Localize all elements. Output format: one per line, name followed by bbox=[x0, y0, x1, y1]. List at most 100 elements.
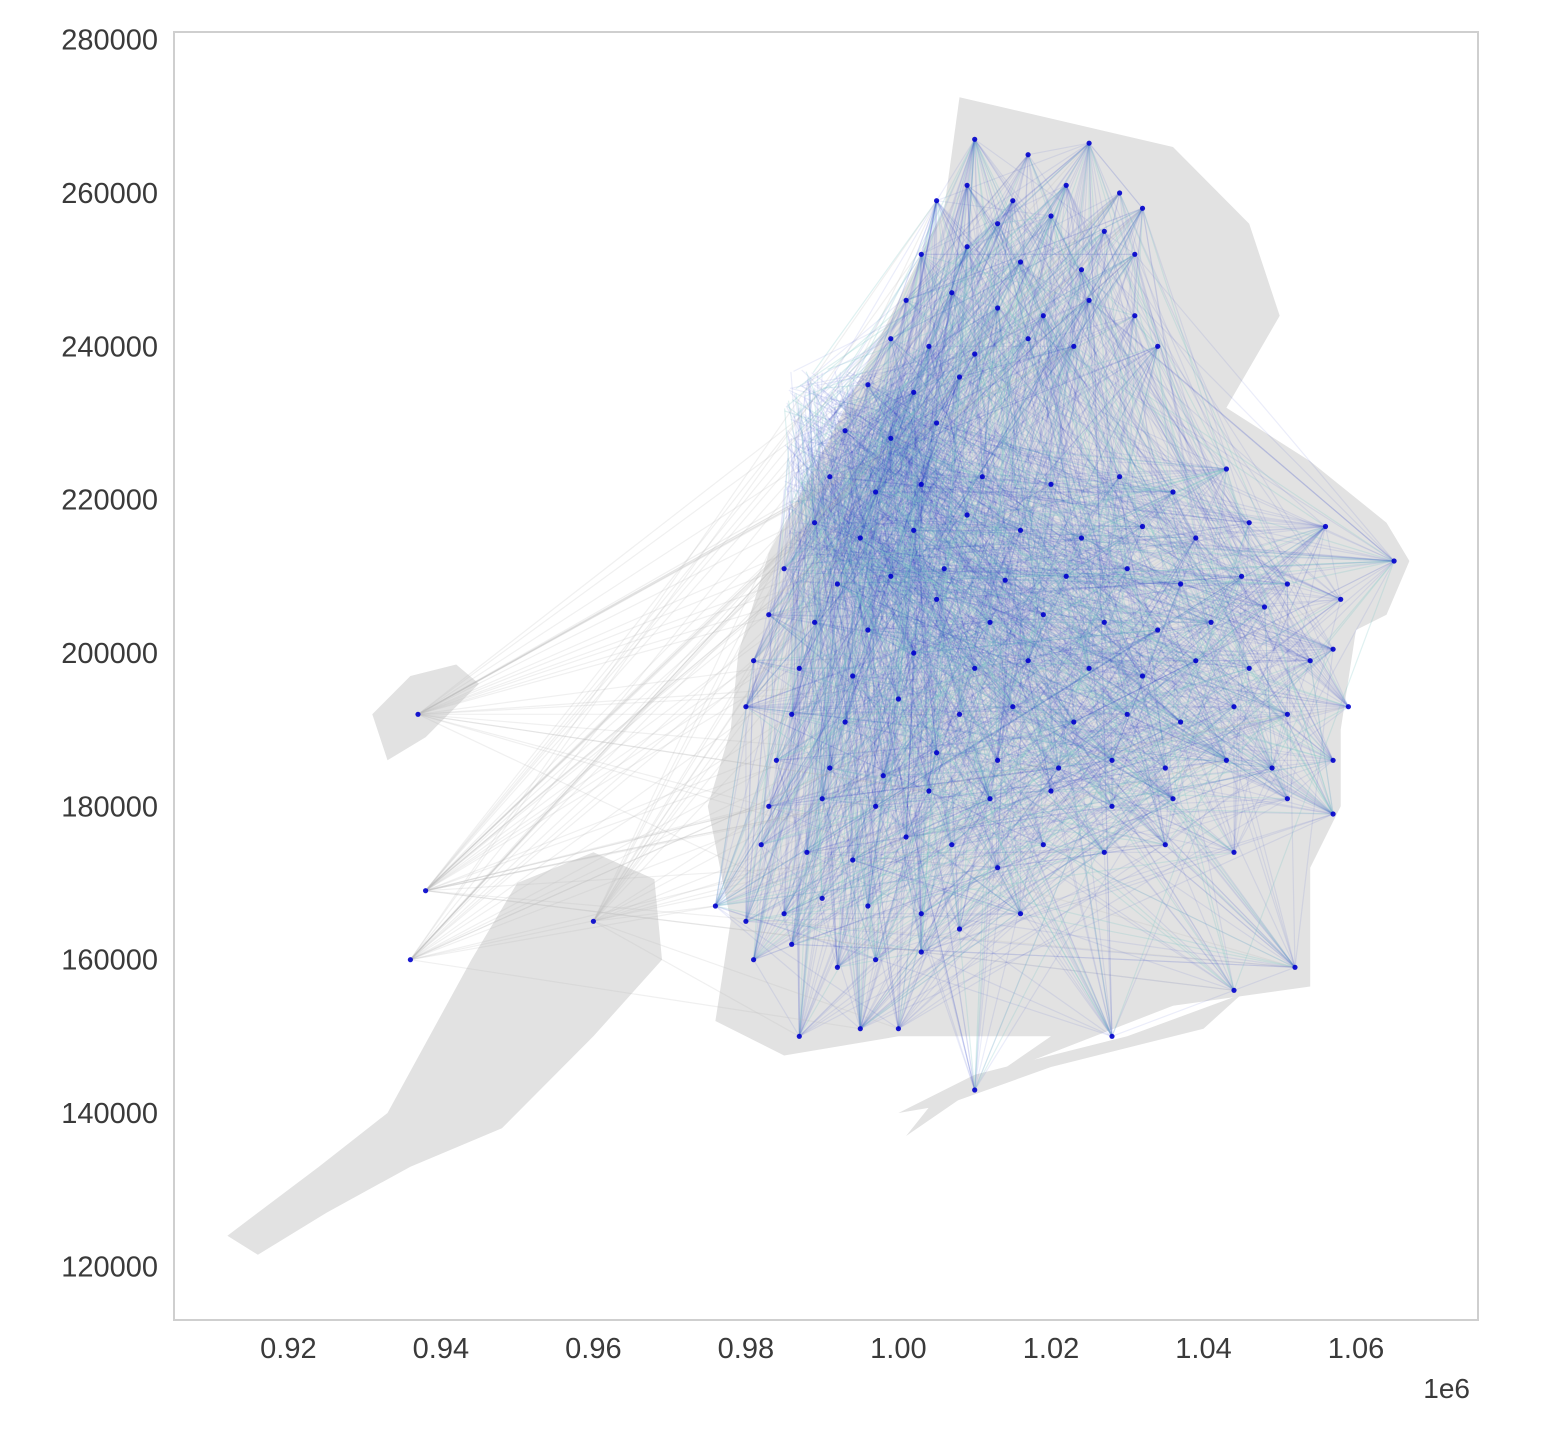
data-point bbox=[812, 620, 817, 625]
data-point bbox=[789, 942, 794, 947]
data-point bbox=[934, 750, 939, 755]
data-point bbox=[972, 137, 977, 142]
y-tick-label: 220000 bbox=[61, 485, 158, 517]
data-point bbox=[904, 298, 909, 303]
data-point bbox=[972, 1087, 977, 1092]
data-point bbox=[911, 650, 916, 655]
data-point bbox=[881, 773, 886, 778]
data-point bbox=[1247, 666, 1252, 671]
data-point bbox=[1041, 842, 1046, 847]
data-point bbox=[759, 842, 764, 847]
data-point bbox=[934, 420, 939, 425]
data-point bbox=[1010, 198, 1015, 203]
data-point bbox=[965, 512, 970, 517]
data-point bbox=[1392, 558, 1397, 563]
x-tick-label: 1.02 bbox=[1023, 1333, 1079, 1365]
data-point bbox=[911, 528, 916, 533]
data-point bbox=[850, 673, 855, 678]
y-tick-label: 260000 bbox=[61, 178, 158, 210]
data-point bbox=[1102, 850, 1107, 855]
data-point bbox=[995, 305, 1000, 310]
data-point bbox=[1331, 758, 1336, 763]
data-point bbox=[408, 957, 413, 962]
data-point bbox=[1064, 183, 1069, 188]
data-point bbox=[1224, 758, 1229, 763]
data-point bbox=[919, 482, 924, 487]
data-point bbox=[949, 290, 954, 295]
data-point bbox=[1018, 911, 1023, 916]
data-point bbox=[873, 804, 878, 809]
y-tick-label: 120000 bbox=[61, 1251, 158, 1283]
data-point bbox=[1193, 658, 1198, 663]
data-point bbox=[591, 919, 596, 924]
data-point bbox=[789, 712, 794, 717]
data-point bbox=[1155, 344, 1160, 349]
data-point bbox=[1163, 842, 1168, 847]
data-point bbox=[1048, 213, 1053, 218]
data-point bbox=[1071, 719, 1076, 724]
data-point bbox=[774, 758, 779, 763]
data-point bbox=[827, 474, 832, 479]
data-point bbox=[1209, 620, 1214, 625]
data-point bbox=[957, 374, 962, 379]
data-point bbox=[1087, 298, 1092, 303]
x-tick-label: 0.94 bbox=[413, 1333, 469, 1365]
data-point bbox=[743, 919, 748, 924]
data-point bbox=[865, 627, 870, 632]
data-point bbox=[972, 351, 977, 356]
data-point bbox=[1262, 604, 1267, 609]
data-point bbox=[1231, 850, 1236, 855]
data-point bbox=[1041, 313, 1046, 318]
data-point bbox=[1155, 627, 1160, 632]
data-point bbox=[782, 911, 787, 916]
data-point bbox=[1018, 259, 1023, 264]
data-point bbox=[1285, 581, 1290, 586]
data-point bbox=[1308, 658, 1313, 663]
data-point bbox=[1331, 647, 1336, 652]
x-tick-label: 1.06 bbox=[1328, 1333, 1384, 1365]
data-point bbox=[1338, 597, 1343, 602]
data-point bbox=[1132, 252, 1137, 257]
data-point bbox=[972, 666, 977, 671]
data-point bbox=[766, 804, 771, 809]
y-tick-label: 240000 bbox=[61, 331, 158, 363]
data-point bbox=[1331, 811, 1336, 816]
data-point bbox=[904, 834, 909, 839]
data-point bbox=[820, 896, 825, 901]
data-point bbox=[965, 183, 970, 188]
data-point bbox=[873, 957, 878, 962]
data-point bbox=[812, 520, 817, 525]
flow-edge bbox=[792, 591, 793, 714]
y-tick-label: 200000 bbox=[61, 638, 158, 670]
data-point bbox=[987, 796, 992, 801]
data-point bbox=[995, 865, 1000, 870]
data-point bbox=[926, 344, 931, 349]
data-point bbox=[797, 666, 802, 671]
data-point bbox=[1079, 535, 1084, 540]
data-point bbox=[858, 1026, 863, 1031]
data-point bbox=[1026, 152, 1031, 157]
data-point bbox=[995, 758, 1000, 763]
data-point bbox=[1323, 524, 1328, 529]
data-point bbox=[896, 696, 901, 701]
data-point bbox=[1285, 712, 1290, 717]
data-point bbox=[1132, 313, 1137, 318]
x-tick-label: 1.04 bbox=[1175, 1333, 1231, 1365]
data-point bbox=[995, 221, 1000, 226]
data-point bbox=[888, 574, 893, 579]
y-axis-ticks: 1200001400001600001800002000002200002400… bbox=[61, 25, 158, 1284]
data-point bbox=[1270, 765, 1275, 770]
data-point bbox=[751, 658, 756, 663]
data-point bbox=[858, 535, 863, 540]
data-point bbox=[1285, 796, 1290, 801]
data-point bbox=[1026, 658, 1031, 663]
data-point bbox=[1239, 574, 1244, 579]
data-point bbox=[1140, 206, 1145, 211]
data-point bbox=[919, 252, 924, 257]
data-point bbox=[934, 597, 939, 602]
data-point bbox=[827, 765, 832, 770]
y-tick-label: 280000 bbox=[61, 25, 158, 57]
data-point bbox=[415, 712, 420, 717]
